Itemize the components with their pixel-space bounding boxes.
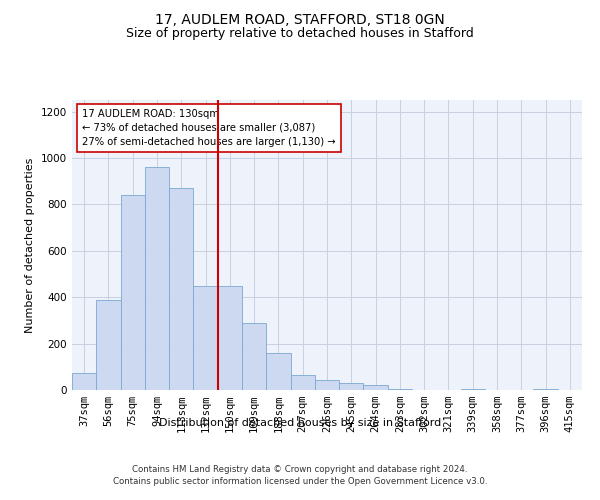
Text: 17, AUDLEM ROAD, STAFFORD, ST18 0GN: 17, AUDLEM ROAD, STAFFORD, ST18 0GN bbox=[155, 12, 445, 26]
Y-axis label: Number of detached properties: Number of detached properties bbox=[25, 158, 35, 332]
Text: Contains public sector information licensed under the Open Government Licence v3: Contains public sector information licen… bbox=[113, 478, 487, 486]
Bar bbox=[218, 286, 242, 390]
Bar bbox=[339, 383, 364, 390]
Bar bbox=[461, 389, 485, 390]
Bar bbox=[193, 286, 218, 390]
Text: 17 AUDLEM ROAD: 130sqm
← 73% of detached houses are smaller (3,087)
27% of semi-: 17 AUDLEM ROAD: 130sqm ← 73% of detached… bbox=[82, 108, 336, 146]
Text: Size of property relative to detached houses in Stafford: Size of property relative to detached ho… bbox=[126, 28, 474, 40]
Text: Contains HM Land Registry data © Crown copyright and database right 2024.: Contains HM Land Registry data © Crown c… bbox=[132, 465, 468, 474]
Text: Distribution of detached houses by size in Stafford: Distribution of detached houses by size … bbox=[159, 418, 441, 428]
Bar bbox=[96, 300, 121, 390]
Bar bbox=[72, 372, 96, 390]
Bar bbox=[266, 353, 290, 390]
Bar bbox=[145, 168, 169, 390]
Bar bbox=[290, 375, 315, 390]
Bar bbox=[315, 380, 339, 390]
Bar bbox=[242, 322, 266, 390]
Bar bbox=[388, 389, 412, 390]
Bar bbox=[533, 389, 558, 390]
Bar bbox=[364, 386, 388, 390]
Bar bbox=[121, 195, 145, 390]
Bar bbox=[169, 188, 193, 390]
